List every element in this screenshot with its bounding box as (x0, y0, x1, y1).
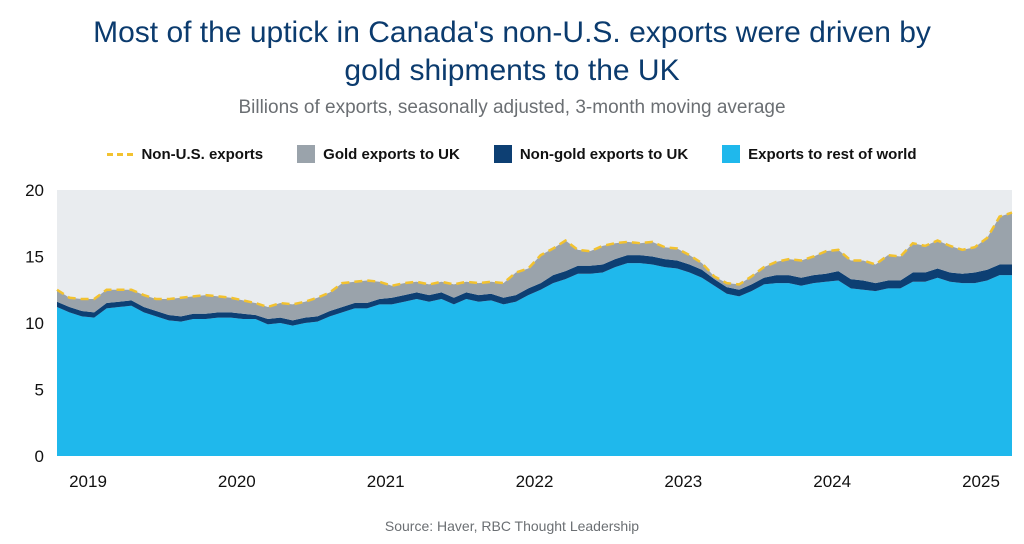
chart-title-line2: gold shipments to the UK (344, 54, 680, 87)
area-rest (57, 263, 1012, 456)
legend-swatch-total (107, 145, 134, 163)
legend-item-gold: Gold exports to UK (297, 145, 460, 163)
x-tick-label: 2022 (516, 472, 554, 491)
legend-swatch-nongold (493, 145, 512, 163)
legend-label-nongold: Non-gold exports to UK (519, 145, 689, 163)
legend-label-rest: Exports to rest of world (748, 145, 917, 163)
legend-swatch-rest (722, 145, 741, 163)
legend-label-gold: Gold exports to UK (323, 145, 460, 163)
x-tick-label: 2024 (813, 472, 851, 491)
legend-item-total: Non-U.S. exports (107, 145, 263, 163)
x-axis-ticks: 2019 2020 2021 2022 2023 2024 2025 (69, 472, 1000, 491)
x-tick-label: 2021 (367, 472, 405, 491)
x-tick-label: 2023 (664, 472, 702, 491)
y-tick-label: 15 (25, 248, 44, 267)
y-axis-ticks: 0 5 10 15 20 (25, 181, 44, 466)
area-layers (56, 211, 1013, 456)
source-note: Source: Haver, RBC Thought Leadership (384, 518, 640, 534)
y-tick-label: 10 (25, 314, 44, 333)
x-tick-label: 2020 (218, 472, 256, 491)
y-tick-label: 20 (25, 181, 44, 200)
area-gold (57, 212, 1012, 321)
chart-title: Most of the uptick in Canada's non-U.S. … (0, 14, 1024, 90)
legend-item-rest: Exports to rest of world (722, 145, 917, 163)
x-tick-label: 2019 (69, 472, 107, 491)
y-tick-label: 0 (35, 447, 44, 466)
legend: Non-U.S. exports Gold exports to UK Non-… (0, 145, 1024, 163)
x-tick-label: 2025 (962, 472, 1000, 491)
legend-item-nongold: Non-gold exports to UK (493, 145, 689, 163)
legend-label-total: Non-U.S. exports (141, 145, 264, 163)
legend-swatch-gold (297, 145, 316, 163)
area-nongold (57, 255, 1012, 326)
y-tick-label: 5 (35, 381, 44, 400)
chart-title-line1: Most of the uptick in Canada's non-U.S. … (93, 16, 931, 49)
chart-subtitle: Billions of exports, seasonally adjusted… (238, 97, 786, 118)
